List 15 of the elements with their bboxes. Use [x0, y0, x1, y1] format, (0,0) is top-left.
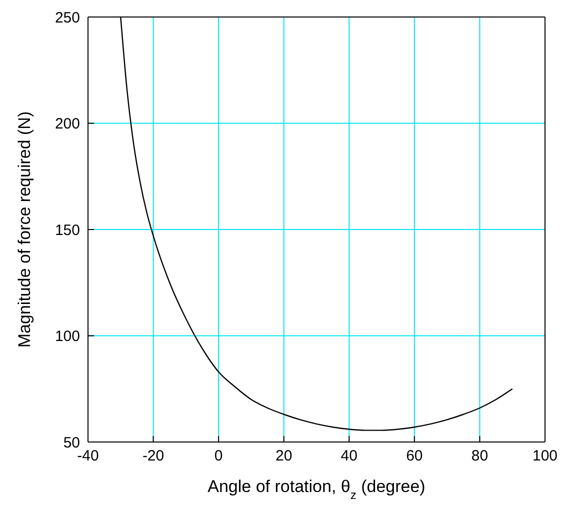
y-tick-label: 200: [54, 116, 80, 133]
x-tick-label: 80: [471, 448, 488, 465]
x-tick-label: -40: [77, 448, 99, 465]
y-tick-label: 250: [54, 9, 80, 26]
x-axis-title: Angle of rotation, θ$_{z}$ (degree): [208, 477, 426, 502]
x-tick-label: 100: [532, 448, 558, 465]
x-tick-label: 40: [340, 448, 358, 465]
x-tick-label: -20: [142, 448, 164, 465]
y-axis-title: Magnitude of force required (N): [15, 111, 34, 348]
x-tick-label: 60: [406, 448, 423, 465]
x-tick-label: 20: [276, 448, 292, 465]
x-tick-label: 0: [214, 448, 223, 465]
y-tick-label: 150: [54, 222, 80, 239]
y-tick-label: 50: [63, 434, 80, 452]
y-tick-label: 100: [54, 328, 80, 346]
